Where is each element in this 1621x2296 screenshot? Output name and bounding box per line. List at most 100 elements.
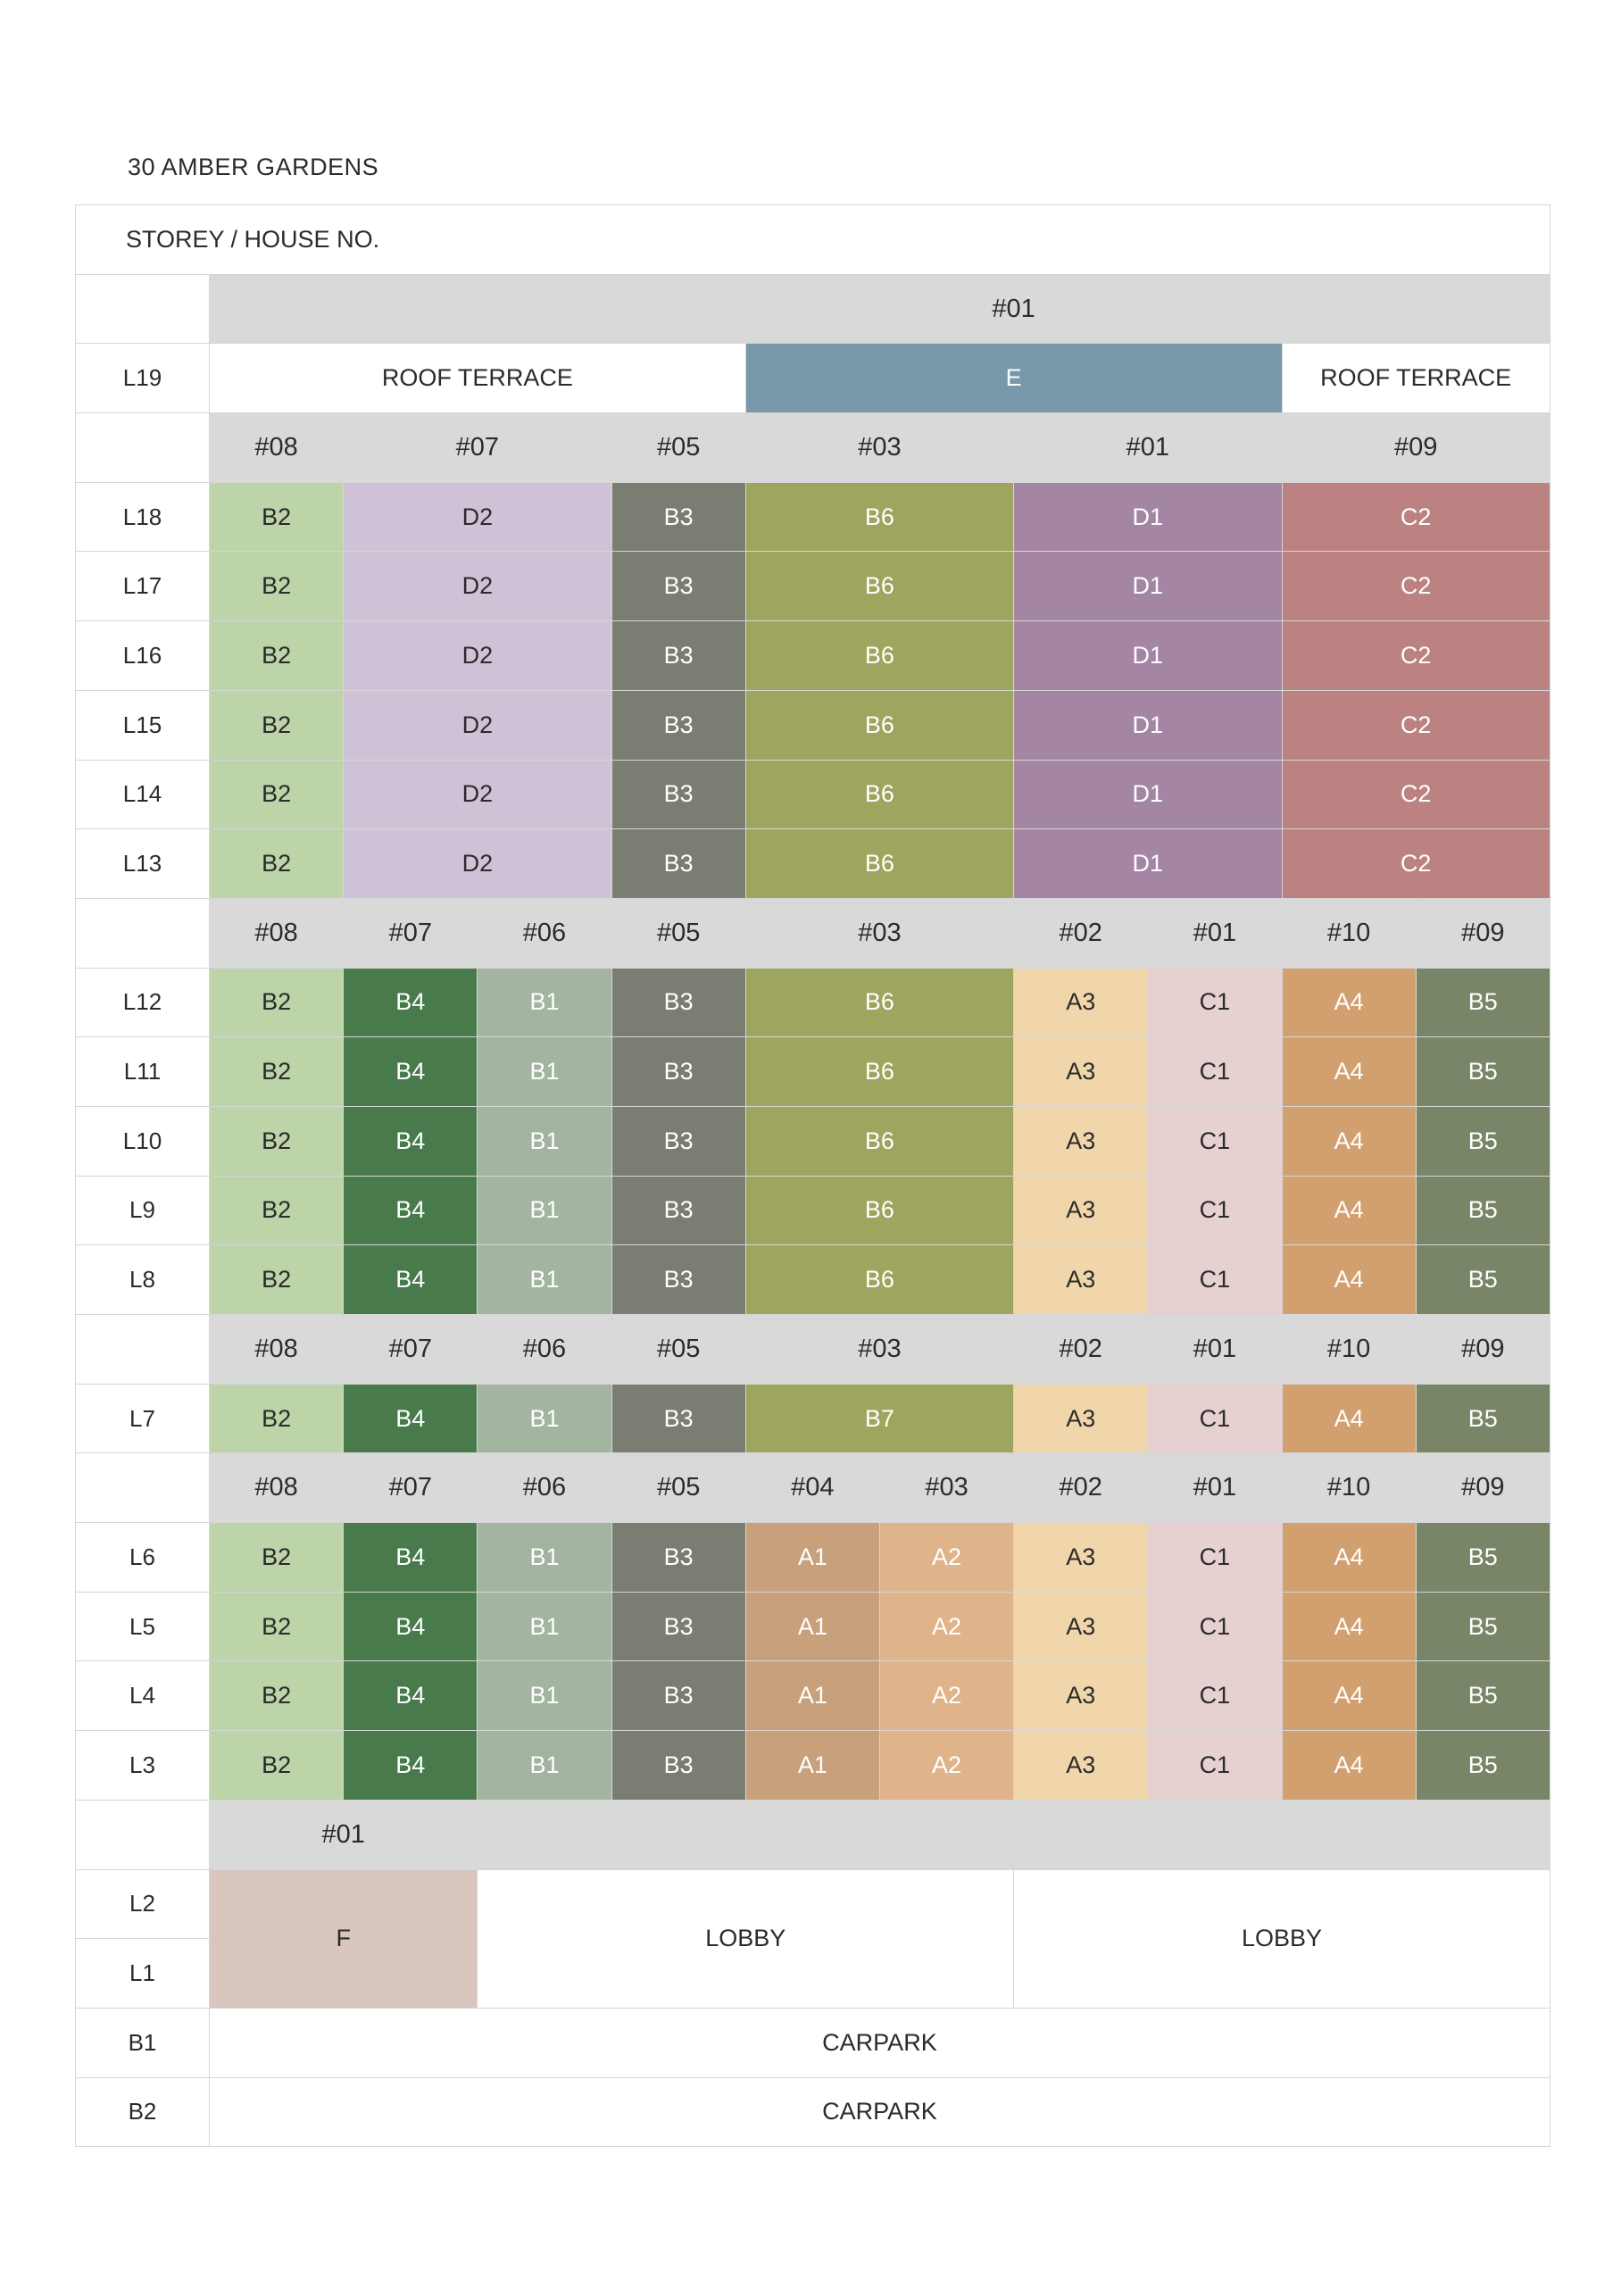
house-number-cell	[1416, 1800, 1550, 1870]
unit-type-cell: B6	[745, 621, 1015, 691]
unit-type-cell: B3	[611, 690, 746, 761]
house-number-cell: #02	[1014, 1453, 1149, 1524]
unit-type-cell: C1	[1148, 1176, 1283, 1246]
unit-type-cell: B5	[1416, 1523, 1550, 1593]
house-number-cell: #01	[1148, 898, 1283, 969]
unit-type-cell: A4	[1282, 1176, 1417, 1246]
house-number-cell: #02	[1014, 1315, 1149, 1385]
unit-type-cell: A4	[1282, 968, 1417, 1038]
unit-type-cell: B2	[210, 1661, 345, 1732]
unit-type-cell: B2	[210, 1037, 345, 1107]
unit-type-cell: B2	[210, 1384, 345, 1454]
unit-type-cell: C2	[1282, 760, 1550, 830]
header-row-label	[76, 1453, 210, 1524]
unit-type-cell: B3	[611, 1176, 746, 1246]
unit-type-cell: B2	[210, 1731, 345, 1801]
house-number-cell: #01	[210, 1800, 478, 1870]
unit-type-cell: B5	[1416, 968, 1550, 1038]
unit-type-cell: A4	[1282, 1731, 1417, 1801]
storey-label: L1	[76, 1939, 210, 2009]
unit-type-cell: A4	[1282, 1384, 1417, 1454]
storey-label: L9	[76, 1176, 210, 1246]
unit-type-cell: B5	[1416, 1384, 1550, 1454]
unit-type-cell: B6	[745, 760, 1015, 830]
unit-type-cell: B3	[611, 1106, 746, 1177]
unit-type-cell: A3	[1014, 1245, 1149, 1315]
unit-type-cell: A1	[745, 1731, 880, 1801]
unit-type-cell: B3	[611, 1037, 746, 1107]
house-number-cell	[1282, 274, 1417, 345]
header-row-label	[76, 413, 210, 483]
house-number-cell: #09	[1282, 413, 1550, 483]
storey-label: L15	[76, 690, 210, 761]
house-number-cell: #10	[1282, 1453, 1417, 1524]
unit-type-cell: D2	[344, 552, 612, 622]
house-number-cell: #10	[1282, 1315, 1417, 1385]
unit-type-cell: B2	[210, 1592, 345, 1662]
house-number-cell	[879, 1800, 1015, 1870]
unit-type-cell: D2	[344, 690, 612, 761]
house-number-cell: #02	[1014, 898, 1149, 969]
storey-label: B1	[76, 2008, 210, 2078]
unit-type-cell: B2	[210, 621, 345, 691]
unit-type-cell: B3	[611, 760, 746, 830]
unit-type-cell: B5	[1416, 1037, 1550, 1107]
unit-type-cell: A3	[1014, 1176, 1149, 1246]
header-row-label	[76, 274, 210, 345]
unit-type-cell: A4	[1282, 1245, 1417, 1315]
unit-type-cell: B6	[745, 1037, 1015, 1107]
header-row-label	[76, 1800, 210, 1870]
facility-cell: CARPARK	[210, 2008, 1550, 2078]
unit-type-cell: B5	[1416, 1106, 1550, 1177]
unit-type-cell: F	[210, 1869, 478, 2009]
house-number-cell	[478, 1800, 612, 1870]
unit-type-cell: A3	[1014, 1037, 1149, 1107]
unit-type-cell: C2	[1282, 621, 1550, 691]
storey-label: L12	[76, 968, 210, 1038]
unit-type-cell: B4	[344, 1661, 478, 1732]
house-number-cell: #08	[210, 413, 345, 483]
unit-type-cell: B1	[478, 1176, 612, 1246]
house-number-cell: #07	[344, 898, 478, 969]
unit-type-cell: D1	[1014, 829, 1283, 899]
unit-type-cell: B2	[210, 552, 345, 622]
house-number-cell	[1014, 1800, 1149, 1870]
unit-type-cell: A3	[1014, 968, 1149, 1038]
house-number-cell: #06	[478, 1315, 612, 1385]
house-number-cell	[1148, 1800, 1283, 1870]
storey-label: B2	[76, 2077, 210, 2148]
unit-type-cell: B6	[745, 690, 1015, 761]
storey-label: L17	[76, 552, 210, 622]
house-number-cell: #05	[611, 1453, 746, 1524]
unit-type-cell: B5	[1416, 1176, 1550, 1246]
unit-type-cell: B3	[611, 482, 746, 553]
unit-type-cell: B3	[611, 1523, 746, 1593]
unit-type-cell: B3	[611, 621, 746, 691]
unit-type-cell: B1	[478, 1106, 612, 1177]
unit-type-cell: B3	[611, 1731, 746, 1801]
unit-type-cell: B1	[478, 1245, 612, 1315]
house-number-cell: #09	[1416, 898, 1550, 969]
house-number-cell	[1416, 274, 1550, 345]
unit-type-cell: B1	[478, 968, 612, 1038]
unit-type-cell: A4	[1282, 1592, 1417, 1662]
unit-type-cell: B6	[745, 1106, 1015, 1177]
house-number-cell: #05	[611, 1315, 746, 1385]
unit-type-cell: D2	[344, 482, 612, 553]
unit-type-cell: B4	[344, 1592, 478, 1662]
unit-type-cell: B2	[210, 1176, 345, 1246]
facility-cell: CARPARK	[210, 2077, 1550, 2148]
house-number-cell: #07	[344, 1315, 478, 1385]
unit-type-cell: A1	[745, 1661, 880, 1732]
house-number-cell	[745, 1800, 880, 1870]
unit-type-cell: B1	[478, 1037, 612, 1107]
house-number-cell: #03	[879, 1453, 1015, 1524]
house-number-cell: #09	[1416, 1315, 1550, 1385]
unit-type-cell: A2	[879, 1523, 1015, 1593]
house-number-cell: #04	[745, 1453, 880, 1524]
unit-type-cell: B1	[478, 1523, 612, 1593]
unit-type-cell: C1	[1148, 1661, 1283, 1732]
unit-type-cell: C1	[1148, 968, 1283, 1038]
unit-type-cell: B6	[745, 482, 1015, 553]
unit-type-cell: A4	[1282, 1661, 1417, 1732]
